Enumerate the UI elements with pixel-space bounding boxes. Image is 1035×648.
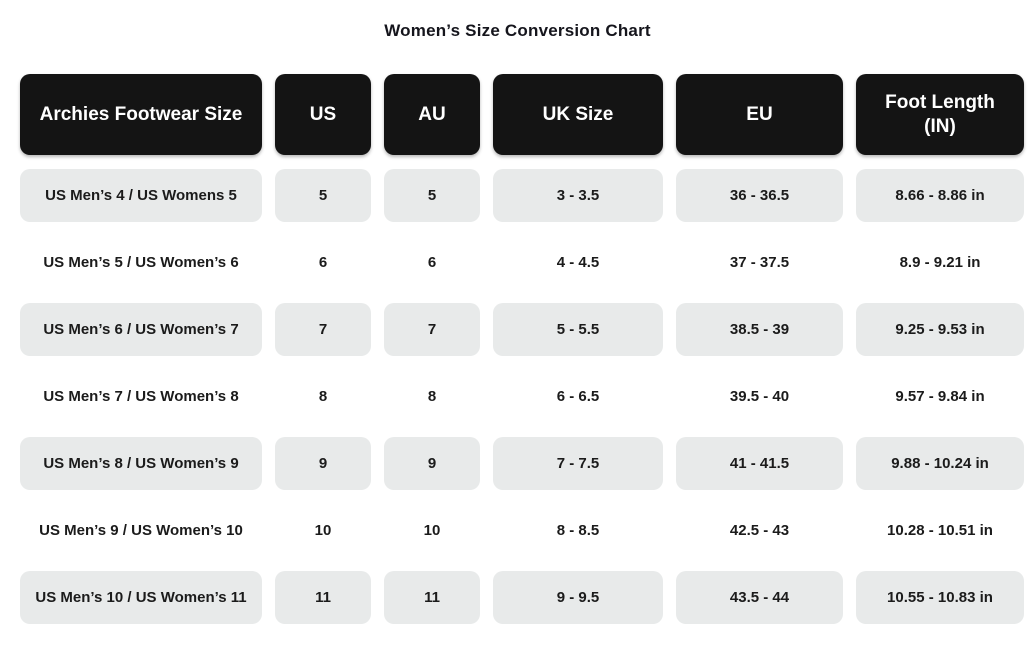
table-row: US Men’s 6 / US Women’s 7 7 7 5 - 5.5 38… — [20, 303, 1024, 356]
cell-eu: 37 - 37.5 — [729, 254, 790, 271]
table-header-row: Archies Footwear Size US AU UK Size EU F… — [20, 74, 1024, 155]
cell-uk-size: 8 - 8.5 — [556, 522, 600, 539]
cell-foot-length: 8.9 - 9.21 in — [899, 254, 981, 271]
cell-uk-size: 5 - 5.5 — [493, 303, 663, 356]
cell-archies-footwear-size: US Men’s 8 / US Women’s 9 — [20, 437, 262, 490]
table-row: US Men’s 7 / US Women’s 8 8 8 6 - 6.5 39… — [20, 370, 1024, 423]
cell-eu: 36 - 36.5 — [676, 169, 843, 222]
cell-us: 8 — [318, 388, 328, 405]
cell-archies-footwear-size: US Men’s 5 / US Women’s 6 — [43, 254, 239, 271]
column-header-archies-footwear-size: Archies Footwear Size — [20, 74, 262, 155]
cell-uk-size: 7 - 7.5 — [493, 437, 663, 490]
cell-archies-footwear-size: US Men’s 9 / US Women’s 10 — [39, 522, 243, 539]
cell-eu: 41 - 41.5 — [676, 437, 843, 490]
cell-au: 7 — [384, 303, 480, 356]
cell-eu: 38.5 - 39 — [676, 303, 843, 356]
cell-au: 11 — [384, 571, 480, 624]
column-header-uk-size: UK Size — [493, 74, 663, 155]
cell-us: 6 — [318, 254, 328, 271]
column-header-us: US — [275, 74, 371, 155]
cell-archies-footwear-size: US Men’s 10 / US Women’s 11 — [20, 571, 262, 624]
cell-uk-size: 9 - 9.5 — [493, 571, 663, 624]
cell-eu: 42.5 - 43 — [729, 522, 790, 539]
cell-foot-length: 9.88 - 10.24 in — [856, 437, 1024, 490]
cell-us: 5 — [275, 169, 371, 222]
table-row: US Men’s 9 / US Women’s 10 10 10 8 - 8.5… — [20, 504, 1024, 557]
cell-au: 6 — [427, 254, 437, 271]
cell-foot-length: 9.25 - 9.53 in — [856, 303, 1024, 356]
chart-title: Women’s Size Conversion Chart — [384, 21, 651, 40]
cell-uk-size: 3 - 3.5 — [493, 169, 663, 222]
cell-foot-length: 10.55 - 10.83 in — [856, 571, 1024, 624]
column-header-au: AU — [384, 74, 480, 155]
table-row: US Men’s 4 / US Womens 5 5 5 3 - 3.5 36 … — [20, 169, 1024, 222]
cell-us: 9 — [275, 437, 371, 490]
cell-us: 11 — [275, 571, 371, 624]
cell-archies-footwear-size: US Men’s 6 / US Women’s 7 — [20, 303, 262, 356]
cell-us: 7 — [275, 303, 371, 356]
table-row: US Men’s 10 / US Women’s 11 11 11 9 - 9.… — [20, 571, 1024, 624]
cell-foot-length: 10.28 - 10.51 in — [887, 522, 993, 539]
column-header-foot-length: Foot Length (IN) — [856, 74, 1024, 155]
cell-uk-size: 4 - 4.5 — [556, 254, 600, 271]
cell-us: 10 — [314, 522, 332, 539]
cell-foot-length: 8.66 - 8.86 in — [856, 169, 1024, 222]
cell-au: 9 — [384, 437, 480, 490]
table-row: US Men’s 8 / US Women’s 9 9 9 7 - 7.5 41… — [20, 437, 1024, 490]
table-body: US Men’s 4 / US Womens 5 5 5 3 - 3.5 36 … — [20, 169, 1024, 624]
cell-uk-size: 6 - 6.5 — [556, 388, 600, 405]
cell-eu: 43.5 - 44 — [676, 571, 843, 624]
cell-archies-footwear-size: US Men’s 4 / US Womens 5 — [20, 169, 262, 222]
size-conversion-table: Archies Footwear Size US AU UK Size EU F… — [20, 74, 1024, 624]
column-header-eu: EU — [676, 74, 843, 155]
cell-eu: 39.5 - 40 — [729, 388, 790, 405]
cell-au: 10 — [423, 522, 441, 539]
table-row: US Men’s 5 / US Women’s 6 6 6 4 - 4.5 37… — [20, 236, 1024, 289]
cell-foot-length: 9.57 - 9.84 in — [895, 388, 985, 405]
cell-archies-footwear-size: US Men’s 7 / US Women’s 8 — [43, 388, 239, 405]
cell-au: 8 — [427, 388, 437, 405]
cell-au: 5 — [384, 169, 480, 222]
